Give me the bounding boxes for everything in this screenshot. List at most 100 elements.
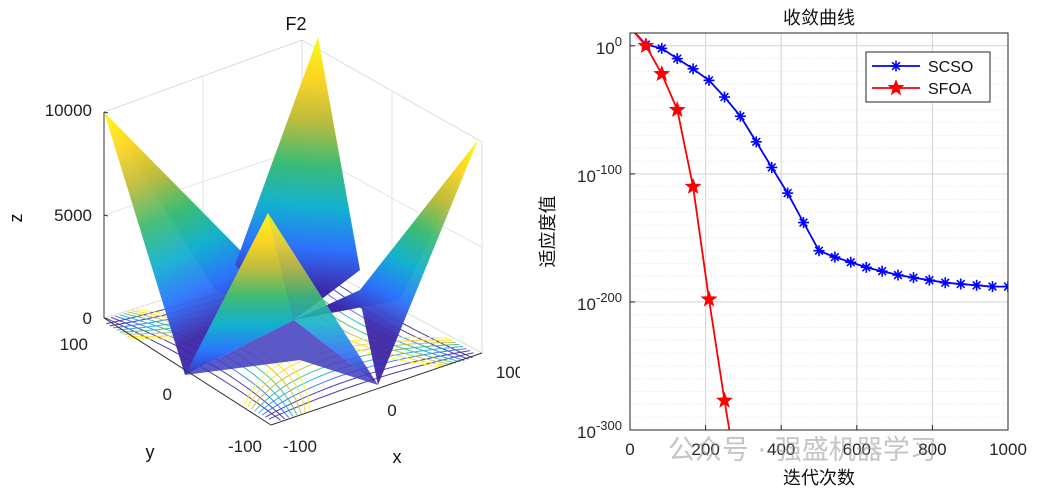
data-point (813, 245, 825, 257)
z-axis-label: z (6, 214, 26, 223)
y-tick-base: 10 (577, 295, 596, 314)
data-point (653, 65, 671, 82)
legend-marker (890, 60, 902, 72)
data-point (734, 110, 746, 122)
z-tick-label: 0 (83, 309, 92, 328)
data-point-stroke (877, 266, 887, 276)
data-point-stroke (972, 280, 982, 290)
surface (104, 37, 478, 385)
data-point (716, 391, 733, 408)
series-sfoa (632, 33, 733, 430)
data-point (653, 65, 671, 82)
data-point (955, 278, 967, 290)
data-point-stroke (657, 43, 667, 53)
y-tick-label: 100 (596, 34, 622, 58)
y-tick-label: -100 (228, 437, 262, 456)
data-point (798, 217, 810, 229)
convergence-plot-panel: 0 200 400 600 800 1000 100 10-100 10-200 10-300 SC… (520, 0, 1038, 490)
axes (103, 111, 483, 426)
y-tick-label: 100 (60, 335, 88, 354)
data-point (876, 265, 888, 277)
x-tick-label: 0 (387, 401, 396, 420)
data-point (939, 277, 951, 289)
x-tick-label: 100 (496, 363, 520, 382)
y-axis-label: 适应度值 (538, 196, 558, 268)
data-point (1002, 281, 1008, 293)
x-tick-label: 800 (918, 440, 946, 459)
y-tick-exponent: -100 (596, 162, 622, 177)
series-group (627, 24, 1008, 430)
data-point-stroke (627, 24, 635, 32)
y-tick-label: 10-100 (577, 162, 622, 186)
x-tick-label: 600 (843, 440, 871, 459)
y-tick-exponent: -200 (596, 290, 622, 305)
data-point (829, 251, 841, 263)
data-point-stroke (846, 257, 856, 267)
convergence-plot: 0 200 400 600 800 100010010-10010-20010-300SC… (538, 8, 1027, 488)
data-point-stroke (940, 278, 950, 288)
data-point-stroke (672, 54, 682, 64)
data-point-stroke (751, 137, 761, 147)
surface-face (185, 320, 378, 385)
y-tick-exponent: 0 (615, 34, 622, 49)
z-tick-label: 5000 (54, 206, 92, 225)
legend-label: SCSO (928, 59, 973, 76)
x-tick-label: 200 (691, 440, 719, 459)
surface-face (185, 213, 294, 375)
data-point-stroke (956, 279, 966, 289)
data-point-stroke (1003, 282, 1008, 288)
data-point (923, 274, 935, 286)
data-point (656, 42, 668, 54)
data-point (892, 269, 904, 281)
data-point (987, 281, 999, 293)
data-point-stroke (1003, 285, 1008, 291)
data-point (637, 36, 655, 53)
data-point-stroke (799, 218, 808, 227)
data-point-stroke (814, 246, 824, 256)
data-point (845, 256, 857, 268)
x-tick-label: 400 (767, 440, 795, 459)
chart-title: 收敛曲线 (783, 8, 855, 28)
surface-face (268, 213, 378, 385)
y-tick-base: 10 (596, 39, 615, 58)
data-point-stroke (830, 252, 840, 262)
y-tick-label: 0 (163, 385, 172, 404)
data-point (632, 33, 636, 35)
legend-marker (887, 79, 905, 96)
data-point (971, 279, 983, 291)
data-point-stroke (735, 111, 745, 121)
data-point-stroke (891, 61, 901, 71)
z-tick (103, 317, 109, 320)
data-point-stroke (767, 163, 777, 172)
z-tick (103, 111, 109, 114)
data-point (671, 53, 683, 65)
data-point-stroke (783, 188, 793, 198)
y-tick-exponent: -300 (596, 418, 622, 433)
data-point-stroke (704, 75, 714, 85)
y-axis-line (103, 317, 272, 426)
data-point (700, 290, 718, 307)
data-point (908, 272, 919, 284)
data-point (700, 290, 718, 307)
x-tick-label: 1000 (989, 440, 1027, 459)
data-point-stroke (720, 92, 729, 102)
data-point-stroke (893, 270, 903, 280)
data-point-stroke (627, 24, 635, 32)
surface-plot: 0 5000 10000 -100 0 100 -100 0 100 F2 z y x (6, 14, 524, 467)
legend: SCSO SFOA (865, 51, 991, 103)
x-tick-label: -100 (283, 437, 317, 456)
data-point (684, 177, 702, 194)
data-point (703, 74, 715, 86)
x-tick-label: 0 (625, 440, 634, 459)
x-axis-label: 迭代次数 (783, 468, 855, 488)
data-point (782, 187, 794, 199)
data-point (687, 63, 699, 75)
y-tick-label: 10-200 (577, 290, 622, 314)
x-axis-line (270, 352, 483, 426)
data-point-stroke (861, 262, 871, 272)
legend-label: SFOA (928, 81, 972, 98)
legend-box (865, 51, 991, 103)
y-tick-label: 10-300 (577, 418, 622, 442)
data-point (766, 161, 778, 173)
watermark: 公众号 · 强盛机器学习 (668, 435, 937, 466)
